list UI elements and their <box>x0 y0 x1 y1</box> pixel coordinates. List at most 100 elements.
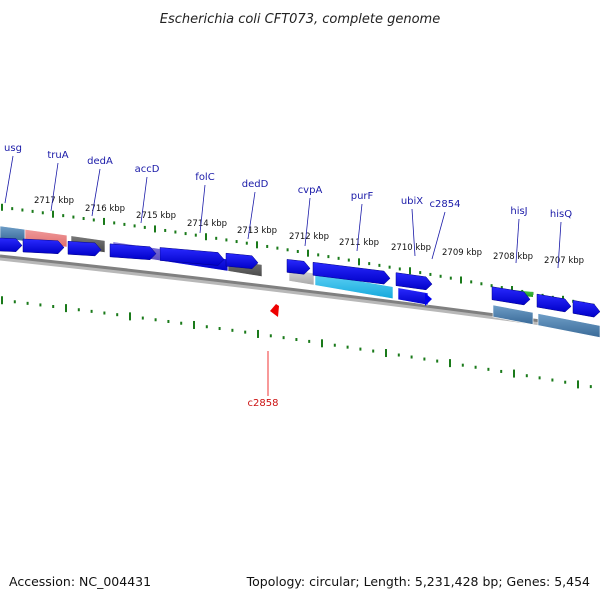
scale-label: 2707 kbp <box>544 256 584 266</box>
tick-mark <box>419 271 422 275</box>
tick-mark <box>359 347 362 351</box>
tick-mark <box>180 321 183 325</box>
scale-label: 2716 kbp <box>85 204 125 214</box>
cds-arrow[interactable] <box>225 252 259 269</box>
gene-label-leader <box>304 197 311 247</box>
tick-mark <box>205 233 207 241</box>
tick-mark <box>286 248 289 252</box>
tick-mark <box>26 301 29 305</box>
tick-mark <box>39 303 42 307</box>
cds-arrow[interactable] <box>22 238 65 255</box>
gene-label-folc[interactable]: folC <box>195 172 214 183</box>
tick-mark <box>52 305 55 309</box>
feature-block[interactable] <box>397 287 429 306</box>
tick-mark <box>113 221 116 225</box>
feature-block[interactable] <box>537 313 600 338</box>
tick-mark <box>511 286 513 294</box>
tick-mark <box>225 238 228 242</box>
tick-mark <box>205 325 208 329</box>
tick-mark <box>308 339 311 343</box>
tick-mark <box>269 334 272 338</box>
cds-arrow[interactable] <box>109 243 157 260</box>
tick-mark <box>385 349 387 358</box>
tick-mark <box>513 369 515 378</box>
scale-label: 2710 kbp <box>391 243 431 253</box>
tick-mark <box>82 217 85 221</box>
tick-mark <box>378 263 381 267</box>
cds-arrow[interactable] <box>159 247 225 266</box>
tick-mark <box>116 313 119 317</box>
gene-label-leader <box>411 208 416 257</box>
gene-label-leader <box>247 191 256 240</box>
gene-label-leader <box>431 211 446 260</box>
scale-label: 2708 kbp <box>493 252 533 262</box>
cds-arrow[interactable] <box>67 241 102 257</box>
tick-mark <box>133 224 136 228</box>
cds-arrow[interactable] <box>536 293 572 313</box>
tick-mark <box>346 345 349 349</box>
gene-label-trua[interactable]: truA <box>47 150 68 161</box>
cds-arrow[interactable] <box>312 261 391 285</box>
tick-mark <box>167 319 170 323</box>
tick-mark <box>62 214 65 218</box>
tick-mark <box>449 276 452 280</box>
tick-mark <box>347 258 350 262</box>
tick-mark <box>439 274 442 278</box>
cds-arrow[interactable] <box>425 293 432 306</box>
cds-arrow[interactable] <box>491 286 531 306</box>
cds-arrow[interactable] <box>572 300 600 318</box>
gene-label-hisq[interactable]: hisQ <box>550 209 572 220</box>
tick-mark <box>538 376 541 380</box>
tick-mark <box>436 359 439 363</box>
tick-mark <box>235 240 238 244</box>
cds-arrow[interactable] <box>0 237 23 252</box>
tick-mark <box>358 258 360 266</box>
highlight-marker-icon[interactable] <box>270 304 279 317</box>
tick-mark <box>397 353 400 357</box>
feature-track <box>0 225 600 338</box>
tick-mark <box>423 357 426 361</box>
tick-mark <box>525 374 528 378</box>
gene-label-dedd[interactable]: dedD <box>242 179 269 190</box>
gene-label-c2854[interactable]: c2854 <box>430 199 461 210</box>
gene-label-deda[interactable]: dedA <box>87 156 113 167</box>
gene-label-cvpa[interactable]: cvpA <box>298 185 323 196</box>
gene-label-usg[interactable]: usg <box>4 143 22 154</box>
genome-summary: Topology: circular; Length: 5,231,428 bp… <box>246 574 590 589</box>
tick-mark <box>90 309 93 313</box>
tick-mark <box>257 329 259 338</box>
tick-mark <box>490 284 493 288</box>
tick-mark <box>500 369 503 373</box>
tick-mark <box>317 253 320 257</box>
gene-label-purf[interactable]: purF <box>351 191 374 202</box>
gene-label-accd[interactable]: accD <box>135 164 160 175</box>
gene-label-ubix[interactable]: ubiX <box>401 196 423 207</box>
tick-mark <box>368 262 371 266</box>
gene-label-hisj[interactable]: hisJ <box>510 206 527 217</box>
tick-mark <box>470 280 473 284</box>
gene-label-c2858[interactable]: c2858 <box>248 398 279 409</box>
gene-label-leader <box>140 176 148 224</box>
tick-mark <box>52 210 54 218</box>
scale-label: 2713 kbp <box>237 226 277 236</box>
feature-block[interactable] <box>314 272 394 300</box>
map-title: Escherichia coli CFT073, complete genome <box>160 12 440 27</box>
cds-arrow[interactable] <box>286 259 311 275</box>
tick-mark <box>321 339 323 348</box>
tick-mark <box>256 241 258 249</box>
gene-label-leader <box>515 218 520 264</box>
tick-mark <box>337 256 340 260</box>
feature-block[interactable] <box>492 304 534 325</box>
label-layer: 2717 kbp 2716 kbp 2715 kbp 2714 kbp 2713 kbp… <box>4 143 584 409</box>
tick-mark <box>449 359 451 368</box>
tick-mark <box>141 316 144 320</box>
tick-mark <box>577 380 579 389</box>
cds-arrow[interactable] <box>395 272 433 291</box>
tick-mark <box>282 336 285 340</box>
tick-mark <box>231 328 234 332</box>
tick-mark <box>13 300 16 304</box>
tick-mark <box>333 343 336 347</box>
tick-mark <box>296 249 299 253</box>
tick-mark <box>474 365 477 369</box>
